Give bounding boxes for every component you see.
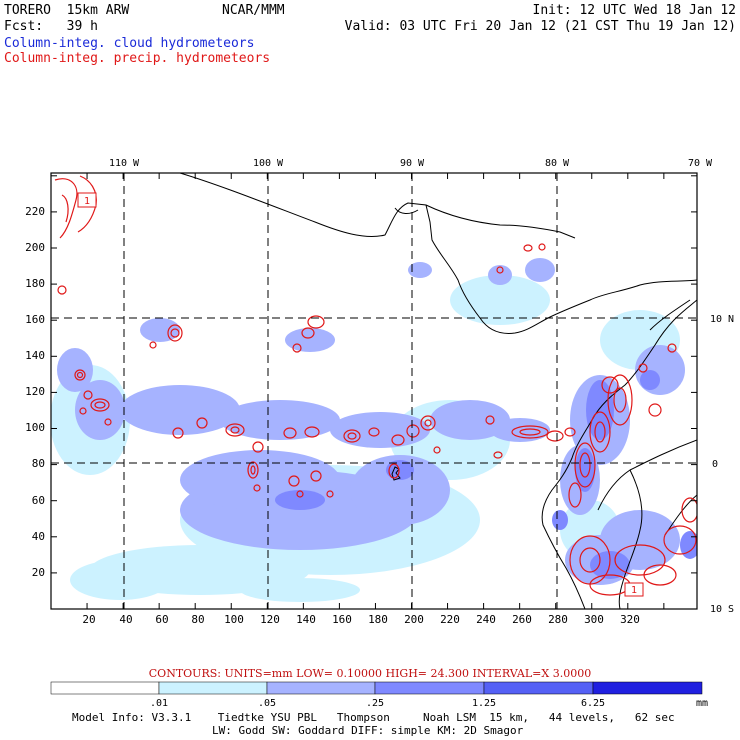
x-tick-label: 160 [332, 613, 352, 626]
max-box [77, 192, 97, 208]
contours-info: CONTOURS: UNITS=mm LOW= 0.10000 HIGH= 24… [149, 667, 591, 680]
axis-labels: 20 40 60 80 100 120 140 160 180 200 220 … [25, 205, 640, 626]
precip-contours [54, 175, 697, 596]
map-field: 1 1 [51, 173, 697, 609]
center-label: NCAR/MMM [222, 3, 285, 18]
y-tick-label: 20 [32, 566, 45, 579]
x-tick-label: 240 [476, 613, 496, 626]
x-tick-label: 220 [440, 613, 460, 626]
lon-label: 90 W [400, 158, 425, 169]
lon-label: 80 W [545, 158, 570, 169]
x-tick-label: 140 [296, 613, 316, 626]
y-tick-label: 60 [32, 494, 45, 507]
colorbar-unit: mm [696, 698, 708, 709]
model-info-line2: LW: Godd SW: Goddard DIFF: simple KM: 2D… [212, 724, 524, 737]
axis-ticks [50, 173, 697, 610]
map-frame [50, 172, 698, 610]
lat-label: 0 [712, 459, 718, 470]
latlon-grid [51, 173, 697, 609]
lat-label: 10 S [710, 604, 734, 615]
colorbar-label: 6.25 [581, 698, 605, 709]
colorbar-bin [266, 681, 376, 695]
colorbar-label: .01 [150, 698, 168, 709]
max-box-2 [624, 582, 644, 597]
x-tick-label: 60 [155, 613, 168, 626]
max-box-label: 1 [84, 196, 90, 207]
x-tick-label: 120 [260, 613, 280, 626]
valid-time: Valid: 03 UTC Fri 20 Jan 12 (21 CST Thu … [344, 19, 736, 34]
x-tick-label: 200 [404, 613, 424, 626]
colorbar-bin [483, 681, 594, 695]
x-tick-label: 80 [191, 613, 204, 626]
cloud-legend-line: Column-integ. cloud hydrometeors [4, 36, 255, 51]
y-tick-label: 220 [25, 205, 45, 218]
colorbar-bin [592, 681, 703, 695]
colorbar-bin [374, 681, 485, 695]
y-tick-label: 80 [32, 457, 45, 470]
lat-label: 10 N [710, 314, 734, 325]
lon-label: 70 W [688, 158, 713, 169]
model-info-line1: Model Info: V3.3.1 Tiedtke YSU PBL Thomp… [72, 711, 675, 724]
max-box-label-2: 1 [631, 585, 637, 596]
x-tick-label: 20 [82, 613, 95, 626]
x-tick-label: 180 [368, 613, 388, 626]
colorbar-bin [158, 681, 268, 695]
y-tick-label: 40 [32, 530, 45, 543]
cloud-mid-layer [57, 258, 685, 585]
cloud-dark-layer [275, 370, 697, 579]
y-tick-label: 100 [25, 421, 45, 434]
model-title: TORERO 15km ARW [4, 3, 130, 18]
y-tick-label: 140 [25, 349, 45, 362]
colorbar-label: .25 [366, 698, 384, 709]
x-tick-label: 280 [548, 613, 568, 626]
forecast-hour: Fcst: 39 h [4, 19, 98, 34]
geo-labels: 110 W 100 W 90 W 80 W 70 W 10 N 0 10 S [109, 158, 734, 615]
y-tick-label: 120 [25, 385, 45, 398]
colorbar-label: 1.25 [472, 698, 496, 709]
init-time: Init: 12 UTC Wed 18 Jan 12 [532, 3, 737, 18]
x-tick-label: 320 [620, 613, 640, 626]
colorbar-bin [50, 681, 160, 695]
x-tick-label: 260 [512, 613, 532, 626]
y-tick-label: 160 [25, 313, 45, 326]
y-tick-label: 200 [25, 241, 45, 254]
colorbar: .01 .05 .25 1.25 6.25 mm [50, 681, 708, 709]
y-tick-label: 180 [25, 277, 45, 290]
x-tick-label: 100 [224, 613, 244, 626]
lon-label: 100 W [253, 158, 284, 169]
x-tick-label: 300 [584, 613, 604, 626]
precip-legend-line: Column-integ. precip. hydrometeors [4, 51, 271, 66]
x-tick-label: 40 [119, 613, 132, 626]
colorbar-label: .05 [258, 698, 276, 709]
lon-label: 110 W [109, 158, 140, 169]
